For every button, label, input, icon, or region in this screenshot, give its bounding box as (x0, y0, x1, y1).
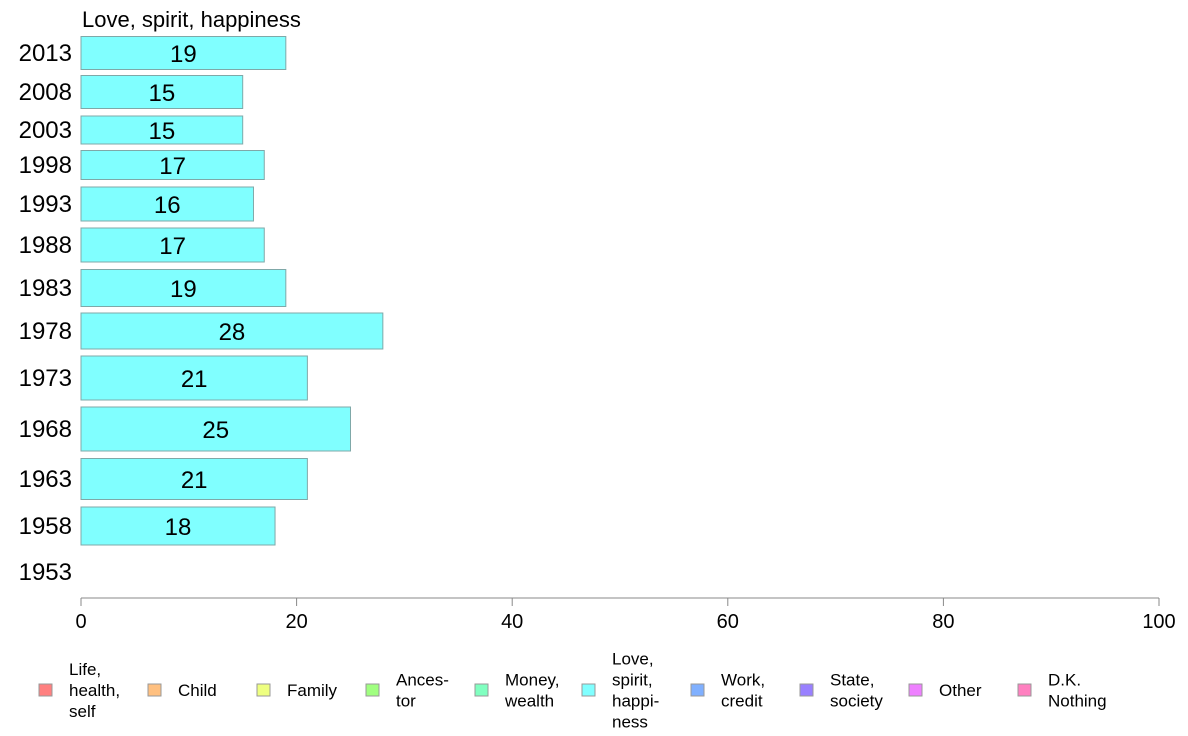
legend-label-2-line-0: Family (287, 681, 338, 700)
bar-1993 (80, 186, 254, 222)
bar-1973 (80, 355, 308, 401)
x-tick-label-20: 20 (285, 611, 307, 633)
year-label-2008: 2008 (19, 79, 72, 106)
year-label-1958: 1958 (19, 513, 72, 540)
bar-value-1968: 25 (202, 417, 229, 444)
bar-value-2013: 19 (170, 41, 197, 68)
legend-item-1: Child (147, 681, 217, 700)
x-tick-label-60: 60 (717, 611, 739, 633)
bar-value-1963: 21 (181, 467, 208, 494)
year-label-1963: 1963 (19, 466, 72, 493)
x-tick-label-40: 40 (501, 611, 523, 633)
bar-1958 (80, 506, 276, 546)
x-tick-label-100: 100 (1142, 611, 1175, 633)
legend-label-6-line-0: Work, (721, 671, 765, 690)
bar-value-2003: 15 (148, 118, 175, 145)
year-label-1968: 1968 (19, 416, 72, 443)
legend-swatch-9 (1017, 683, 1032, 697)
legend-item-3: Ances-tor (365, 671, 449, 711)
legend: Life, health, self Child Family Ances-tor Mone… (38, 650, 1107, 732)
bar-2013 (80, 36, 287, 70)
legend-swatch-1 (147, 683, 162, 697)
bar-value-2008: 15 (148, 80, 175, 107)
year-label-2003: 2003 (19, 117, 72, 144)
legend-label-9-line-0: D.K. (1048, 671, 1081, 690)
bar-value-1978: 28 (219, 319, 246, 346)
legend-label-5-line-0: Love, (612, 650, 654, 669)
bar-1988 (80, 227, 265, 263)
legend-swatch-5 (581, 683, 596, 697)
legend-swatch-3 (365, 683, 380, 697)
bar-2003 (80, 115, 244, 145)
year-label-1953: 1953 (19, 559, 72, 586)
bar-1968 (80, 406, 351, 452)
bar-value-1983: 19 (170, 276, 197, 303)
year-label-1983: 1983 (19, 275, 72, 302)
legend-item-8: Other (908, 681, 982, 700)
x-axis: 0 20 40 60 80 100 (75, 597, 1176, 633)
legend-swatch-7 (799, 683, 814, 697)
legend-swatch-8 (908, 683, 923, 697)
legend-label-7-line-1: society (830, 692, 883, 711)
legend-label-3-line-1: tor (396, 692, 416, 711)
chart-title: Love, spirit, happiness (82, 7, 301, 32)
legend-label-5-line-3: ness (612, 713, 648, 732)
bars-group: 19 15 15 17 16 17 19 28 21 25 21 18 (80, 36, 384, 546)
legend-label-9-line-1: Nothing (1048, 692, 1107, 711)
legend-label-1-line-0: Child (178, 681, 217, 700)
year-label-2013: 2013 (19, 40, 72, 67)
legend-item-0: Life, health, self (38, 660, 120, 721)
bar-1998 (80, 150, 265, 180)
year-label-1993: 1993 (19, 191, 72, 218)
legend-item-9: D.K. Nothing (1017, 671, 1107, 711)
year-label-1973: 1973 (19, 365, 72, 392)
legend-swatch-4 (474, 683, 489, 697)
legend-swatch-0 (38, 683, 53, 697)
year-label-1978: 1978 (19, 318, 72, 345)
bar-value-1958: 18 (165, 514, 192, 541)
legend-swatch-6 (690, 683, 705, 697)
bar-1978 (80, 312, 384, 350)
year-label-1988: 1988 (19, 232, 72, 259)
legend-label-3-line-0: Ances- (396, 671, 449, 690)
year-label-1998: 1998 (19, 152, 72, 179)
bar-value-1973: 21 (181, 366, 208, 393)
bar-2008 (80, 75, 244, 109)
legend-item-2: Family (256, 681, 338, 700)
bar-1983 (80, 269, 287, 307)
x-tick-label-0: 0 (75, 611, 86, 633)
legend-label-5-line-2: happi- (612, 692, 659, 711)
legend-label-0-line-0: Life, (69, 660, 101, 679)
legend-item-6: Work, credit (690, 671, 765, 711)
legend-item-4: Money, wealth (474, 671, 560, 711)
legend-swatch-2 (256, 683, 271, 697)
bar-value-1988: 17 (159, 233, 186, 260)
legend-label-4-line-0: Money, (505, 671, 560, 690)
bar-value-1993: 16 (154, 192, 181, 219)
legend-label-5-line-1: spirit, (612, 671, 653, 690)
legend-item-5: Love, spirit, happi-ness (581, 650, 659, 732)
legend-label-4-line-1: wealth (504, 692, 554, 711)
legend-item-7: State, society (799, 671, 883, 711)
legend-label-0-line-1: health, (69, 681, 120, 700)
legend-label-6-line-1: credit (721, 692, 763, 711)
bar-value-1998: 17 (159, 153, 186, 180)
legend-label-8-line-0: Other (939, 681, 982, 700)
x-tick-label-80: 80 (932, 611, 954, 633)
legend-label-7-line-0: State, (830, 671, 874, 690)
year-labels-group: 2013 2008 2003 1998 1993 1988 1983 1978 1973 1968… (19, 40, 72, 586)
legend-label-0-line-2: self (69, 702, 96, 721)
bar-1963 (80, 458, 308, 500)
